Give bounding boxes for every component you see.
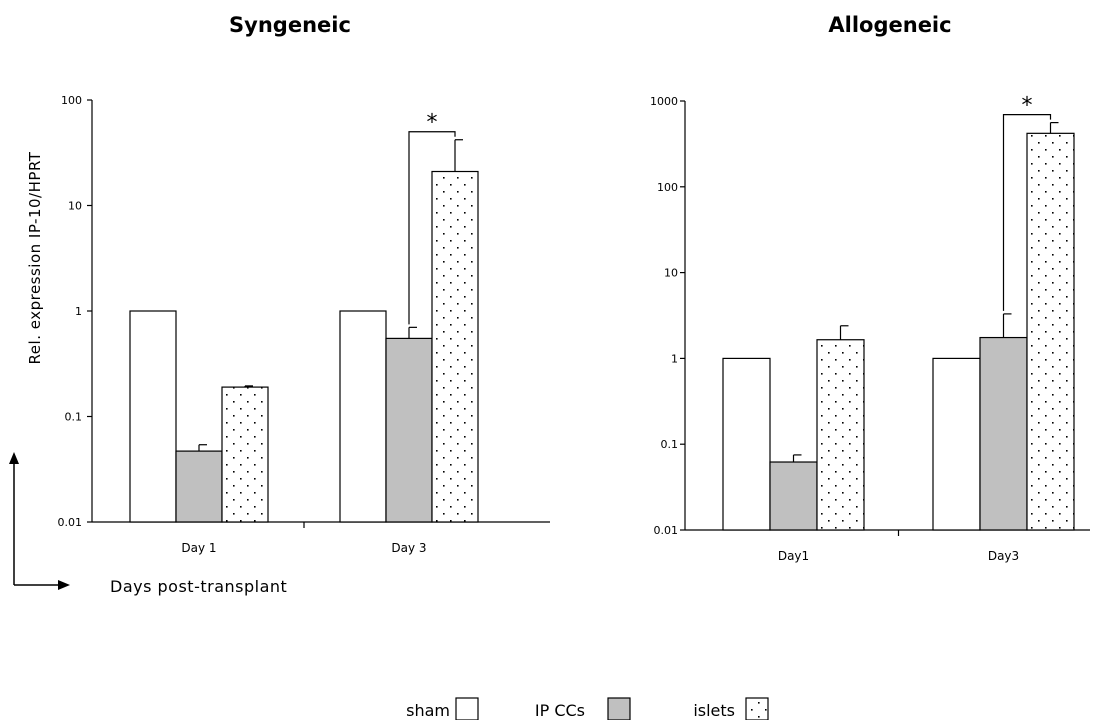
- legend-swatch-islets: [745, 697, 769, 720]
- y-tick-label: 1: [75, 305, 82, 318]
- bar-ipccs: [175, 450, 223, 523]
- axis-hint: Days post-transplant: [9, 452, 287, 596]
- up-arrow-icon: [9, 452, 19, 464]
- x-tick-label: Day 3: [391, 541, 426, 555]
- y-tick-label: 100: [657, 181, 678, 194]
- y-tick-label: 10: [68, 200, 82, 213]
- right-arrow-icon: [58, 580, 70, 590]
- bar-ipccs: [979, 336, 1028, 531]
- legend-swatch-sham: [455, 697, 479, 720]
- legend-swatch-ipccs: [607, 697, 631, 720]
- chart-title: Syngeneic: [229, 13, 351, 37]
- significance-label: *: [427, 111, 438, 136]
- bar-islets: [1026, 132, 1075, 531]
- x-tick-label: Day 1: [181, 541, 216, 555]
- significance-label: *: [1022, 94, 1033, 119]
- bar-ipccs: [385, 337, 433, 523]
- y-tick-label: 0.1: [65, 411, 83, 424]
- bar-islets: [816, 339, 865, 531]
- bar-sham: [129, 310, 177, 523]
- y-tick-label: 0.1: [661, 438, 679, 451]
- legend-label-sham: sham: [406, 701, 450, 720]
- plot-area: 0.01 0.1 1 10 100 1000 Day1 Day3 *: [650, 94, 1090, 563]
- axis-note: Days post-transplant: [110, 577, 287, 596]
- y-tick-label: 0.01: [58, 516, 83, 529]
- bar-sham: [339, 310, 387, 523]
- chart-title: Allogeneic: [828, 13, 951, 37]
- y-axis-label: Rel. expression IP-10/HPRT: [26, 151, 44, 364]
- y-tick-label: 100: [61, 94, 82, 107]
- y-tick-label: 10: [664, 267, 678, 280]
- bar-islets: [431, 170, 479, 523]
- bar-sham: [932, 357, 981, 531]
- bar-islets: [221, 386, 269, 523]
- y-tick-label: 1000: [650, 95, 678, 108]
- y-tick-label: 0.01: [654, 524, 679, 537]
- bar-ipccs: [769, 461, 818, 531]
- legend: sham IP CCs islets: [406, 697, 769, 720]
- plot-area: 0.01 0.1 1 10 100 Day 1 Day 3 *: [58, 94, 550, 555]
- y-tick-label: 1: [671, 352, 678, 365]
- chart-allogeneic: Allogeneic 0.01 0.1 1 10 100 1000 Day1 Day3 *: [650, 13, 1090, 563]
- legend-label-ipccs: IP CCs: [535, 701, 585, 720]
- significance-bracket: [408, 131, 456, 325]
- x-tick-label: Day3: [988, 549, 1019, 563]
- legend-label-islets: islets: [693, 701, 735, 720]
- chart-syngeneic: Syngeneic Rel. expression IP-10/HPRT 0.0…: [26, 13, 550, 555]
- significance-bracket: [1002, 114, 1052, 311]
- x-tick-label: Day1: [778, 549, 809, 563]
- bar-sham: [722, 357, 771, 531]
